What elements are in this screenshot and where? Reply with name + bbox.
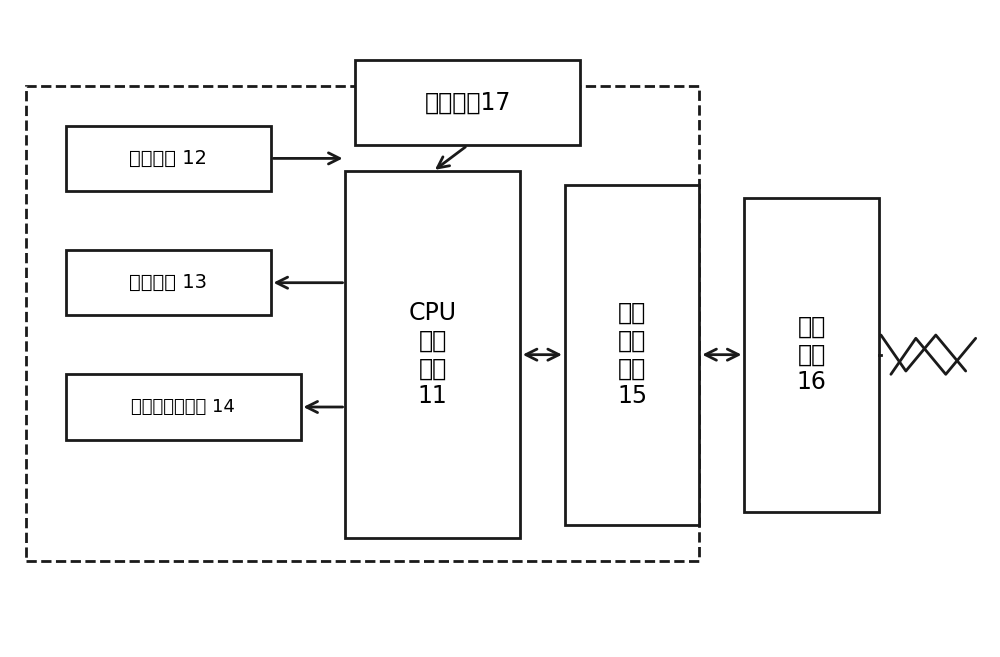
- Text: 按键模块 12: 按键模块 12: [129, 149, 207, 168]
- Text: 状态指示灯模块 14: 状态指示灯模块 14: [131, 398, 235, 416]
- Bar: [744, 198, 879, 512]
- Bar: [345, 171, 520, 538]
- Text: 显示模块 13: 显示模块 13: [129, 273, 207, 292]
- Text: CPU
控制
模块
11: CPU 控制 模块 11: [409, 301, 457, 409]
- Bar: [565, 185, 699, 525]
- Bar: [355, 60, 580, 145]
- Bar: [66, 125, 271, 191]
- Text: 无线
通信
模块
15: 无线 通信 模块 15: [617, 301, 647, 409]
- Bar: [26, 87, 699, 560]
- Bar: [66, 250, 271, 315]
- Text: 收发
天线
16: 收发 天线 16: [797, 315, 827, 394]
- Bar: [66, 374, 301, 440]
- Text: 电源模土17: 电源模土17: [424, 91, 511, 115]
